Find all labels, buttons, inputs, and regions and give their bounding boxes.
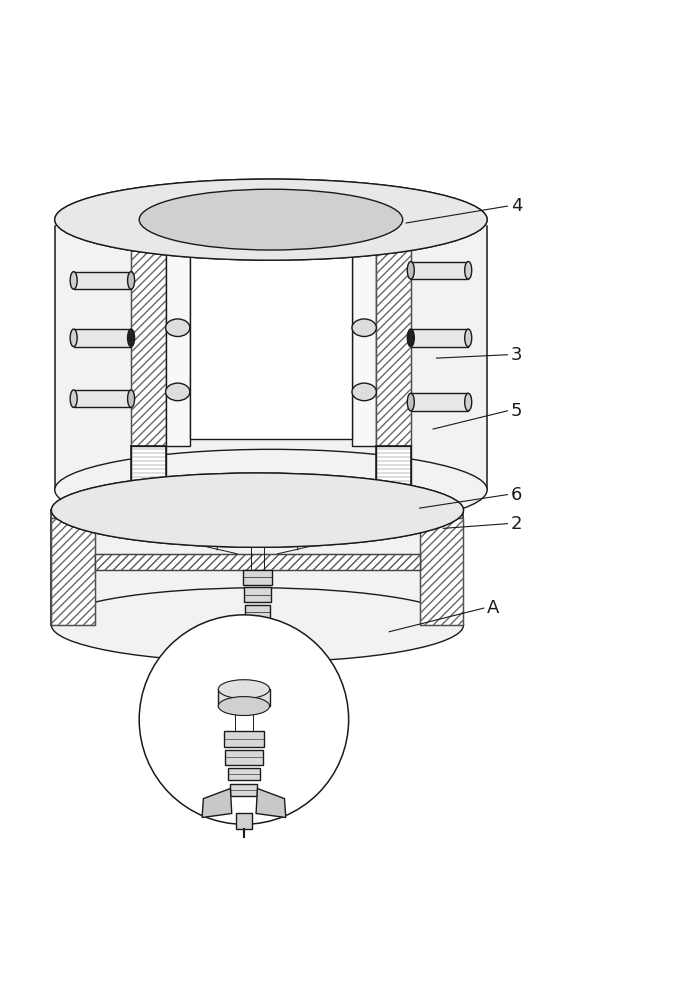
Polygon shape xyxy=(225,750,263,765)
Polygon shape xyxy=(95,554,420,570)
Polygon shape xyxy=(246,621,268,634)
Polygon shape xyxy=(227,768,260,780)
Ellipse shape xyxy=(95,479,420,542)
Ellipse shape xyxy=(218,680,269,699)
Ellipse shape xyxy=(408,262,414,279)
Polygon shape xyxy=(411,262,468,279)
Polygon shape xyxy=(420,518,464,625)
Ellipse shape xyxy=(70,390,77,407)
Polygon shape xyxy=(242,570,272,585)
Ellipse shape xyxy=(166,383,190,401)
Ellipse shape xyxy=(70,272,77,289)
Polygon shape xyxy=(51,510,464,625)
Ellipse shape xyxy=(238,514,276,527)
Ellipse shape xyxy=(464,393,472,411)
Polygon shape xyxy=(244,587,271,602)
Polygon shape xyxy=(55,220,487,490)
Ellipse shape xyxy=(55,179,487,260)
Ellipse shape xyxy=(139,189,403,250)
Polygon shape xyxy=(251,634,263,648)
Ellipse shape xyxy=(352,383,376,401)
Polygon shape xyxy=(411,329,468,347)
Polygon shape xyxy=(256,788,286,818)
Ellipse shape xyxy=(51,473,464,547)
Polygon shape xyxy=(51,518,95,625)
Polygon shape xyxy=(74,272,131,289)
Polygon shape xyxy=(131,446,167,503)
Ellipse shape xyxy=(55,179,487,260)
Ellipse shape xyxy=(51,588,464,662)
Ellipse shape xyxy=(139,189,403,250)
Ellipse shape xyxy=(408,329,414,347)
Polygon shape xyxy=(238,520,276,528)
Text: 4: 4 xyxy=(510,197,522,215)
Circle shape xyxy=(139,615,349,824)
Ellipse shape xyxy=(51,473,464,547)
Polygon shape xyxy=(74,329,131,347)
Polygon shape xyxy=(223,731,264,747)
Polygon shape xyxy=(411,393,468,411)
Ellipse shape xyxy=(70,329,77,347)
Polygon shape xyxy=(236,813,252,829)
Text: A: A xyxy=(487,599,500,617)
Ellipse shape xyxy=(127,329,135,347)
Ellipse shape xyxy=(238,522,276,535)
Polygon shape xyxy=(74,390,131,407)
Text: 5: 5 xyxy=(510,402,522,420)
Ellipse shape xyxy=(464,262,472,279)
Ellipse shape xyxy=(166,319,190,337)
Ellipse shape xyxy=(352,319,376,337)
Polygon shape xyxy=(376,226,411,446)
Ellipse shape xyxy=(55,449,487,530)
Polygon shape xyxy=(230,784,257,796)
Text: 3: 3 xyxy=(510,346,522,364)
Ellipse shape xyxy=(127,272,135,289)
Polygon shape xyxy=(196,216,345,226)
Ellipse shape xyxy=(127,390,135,407)
Polygon shape xyxy=(352,226,376,446)
Polygon shape xyxy=(131,226,167,446)
Polygon shape xyxy=(218,689,269,706)
Text: 6: 6 xyxy=(510,486,522,504)
Ellipse shape xyxy=(408,393,414,411)
Polygon shape xyxy=(190,223,352,439)
Polygon shape xyxy=(376,446,411,503)
Polygon shape xyxy=(245,605,269,619)
Polygon shape xyxy=(167,226,190,446)
Text: 2: 2 xyxy=(510,515,522,533)
Polygon shape xyxy=(202,788,232,818)
Ellipse shape xyxy=(218,697,269,716)
Ellipse shape xyxy=(464,329,472,347)
